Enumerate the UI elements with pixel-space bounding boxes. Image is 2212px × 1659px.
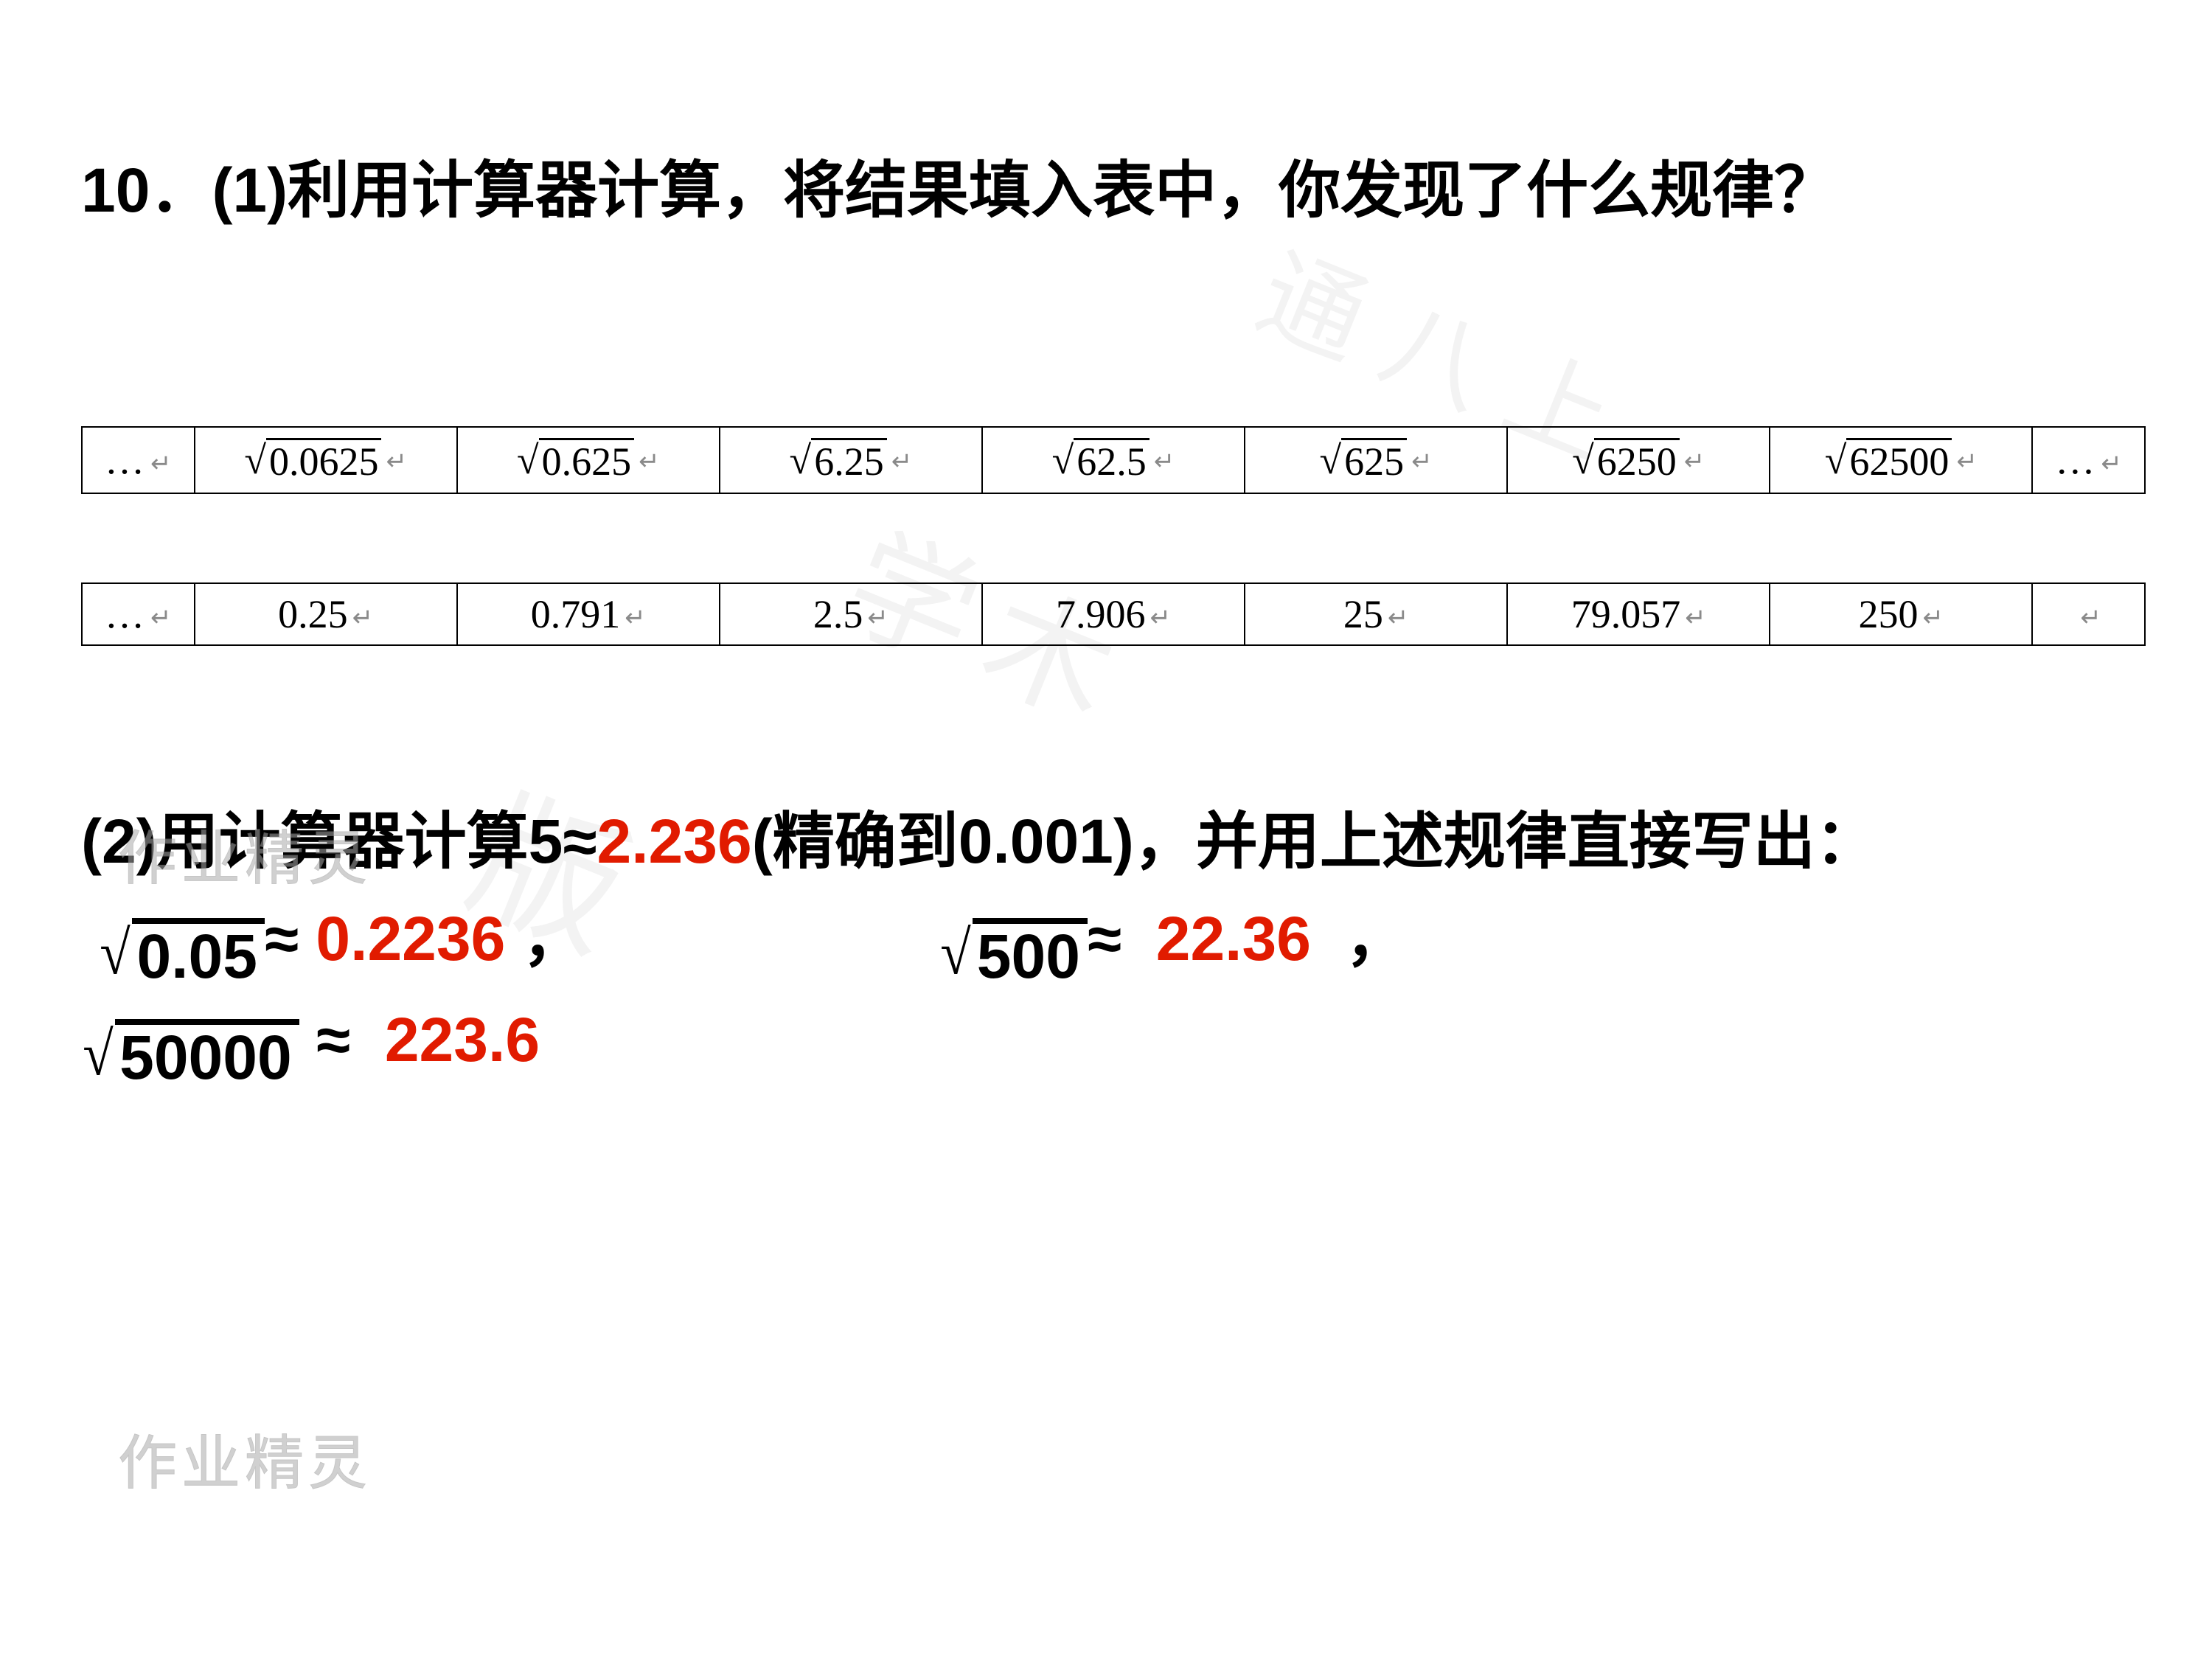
part2-prefix: 用计算器计算5≈ xyxy=(157,807,597,876)
header-cell-1: √0.625↵ xyxy=(457,427,720,493)
result-cell-1: 0.791↵ xyxy=(457,583,720,645)
header-cell-3: √62.5↵ xyxy=(982,427,1245,493)
table-row: …↵ √0.0625↵ √0.625↵ √6.25↵ √62.5↵ √625↵ … xyxy=(82,427,2145,493)
tables-wrap: …↵ √0.0625↵ √0.625↵ √6.25↵ √62.5↵ √625↵ … xyxy=(81,426,2146,646)
page-container: 10．(1)利用计算器计算，将结果填入表中，你发现了什么规律？ …↵ √0.06… xyxy=(0,0,2212,1156)
equation-row-2: √50000 ≈ 223.6 xyxy=(81,1004,2146,1091)
part2-approx5: 2.236 xyxy=(597,807,752,876)
header-cell-5: √6250↵ xyxy=(1507,427,1770,493)
header-cell-6: √62500↵ xyxy=(1770,427,2032,493)
result-cell-0: 0.25↵ xyxy=(195,583,457,645)
eq-2-value: 223.6 xyxy=(385,1005,540,1074)
table-row: …↵ 0.25↵ 0.791↵ 2.5↵ 7.906↵ 25↵ 79.057↵ … xyxy=(82,583,2145,645)
part1-text: 利用计算器计算，将结果填入表中，你发现了什么规律？ xyxy=(288,156,1836,225)
eq-0: √0.05≈ 0.2236 ， xyxy=(81,889,585,990)
question-number: 10． xyxy=(81,156,212,225)
eq-1: √500≈ 22.36 ， xyxy=(939,889,1408,990)
sqrt-header-table: …↵ √0.0625↵ √0.625↵ √6.25↵ √62.5↵ √625↵ … xyxy=(81,426,2146,494)
result-cell-6: 250↵ xyxy=(1770,583,2032,645)
question-part2-line1: (2)用计算器计算5≈2.236(精确到0.001)，并用上述规律直接写出： xyxy=(81,793,2146,889)
sqrt-result-table: …↵ 0.25↵ 0.791↵ 2.5↵ 7.906↵ 25↵ 79.057↵ … xyxy=(81,582,2146,646)
result-cell-4: 25↵ xyxy=(1245,583,1507,645)
result-cell-5: 79.057↵ xyxy=(1507,583,1770,645)
eq-1-value: 22.36 xyxy=(1156,904,1311,973)
part2-precision: (精确到0.001)，并用上述规律直接写出： xyxy=(752,807,1877,876)
part1-label: (1) xyxy=(212,156,288,225)
result-cell-2: 2.5↵ xyxy=(720,583,982,645)
eq-2: √50000 ≈ 223.6 xyxy=(81,1004,540,1091)
header-cell-0: √0.0625↵ xyxy=(195,427,457,493)
part2-label: (2) xyxy=(81,807,157,876)
result-cell-dots-left: …↵ xyxy=(82,583,195,645)
equation-row-1: √0.05≈ 0.2236 ， √500≈ 22.36 ， xyxy=(81,889,2146,990)
result-cell-3: 7.906↵ xyxy=(982,583,1245,645)
header-cell-dots-left: …↵ xyxy=(82,427,195,493)
watermark-small-2: 作业精灵 xyxy=(118,1416,372,1501)
question-part1: 10．(1)利用计算器计算，将结果填入表中，你发现了什么规律？ xyxy=(81,147,2146,234)
header-cell-dots-right: …↵ xyxy=(2032,427,2145,493)
result-cell-blank: ↵ xyxy=(2032,583,2145,645)
header-cell-4: √625↵ xyxy=(1245,427,1507,493)
eq-0-value: 0.2236 xyxy=(316,904,505,973)
header-cell-2: √6.25↵ xyxy=(720,427,982,493)
